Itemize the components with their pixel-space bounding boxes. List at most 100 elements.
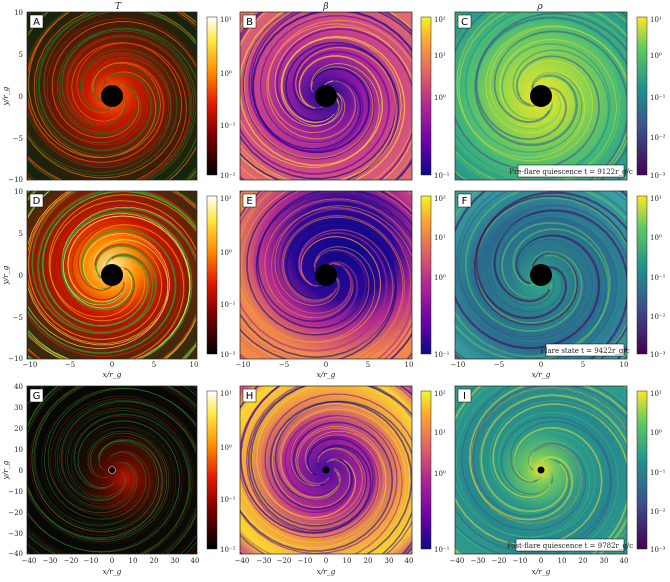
row2-ylabel: y/r_g bbox=[1, 265, 10, 285]
swirl-filament bbox=[240, 386, 394, 552]
colorbar-T-row1-tick-2: 10⁻¹ bbox=[220, 122, 236, 130]
row3-xtick-G-8: 40 bbox=[191, 557, 200, 565]
swirl-filament bbox=[458, 12, 627, 180]
row2-xtick-D-3: 5 bbox=[152, 361, 156, 369]
swirl-filament bbox=[257, 191, 412, 359]
row2-xtick-D-1: −5 bbox=[65, 361, 75, 369]
colorbar-T-row3-tick-1: 10⁰ bbox=[220, 444, 232, 452]
row2-xtick-E-3: 5 bbox=[366, 361, 370, 369]
swirl-filament bbox=[28, 400, 196, 554]
colorbar-beta-row1-tick-3: 10⁻¹ bbox=[434, 172, 450, 180]
swirl-filament bbox=[28, 191, 177, 354]
panel-C-density: C Pre-flare quiescence t = 9122r_g/c bbox=[454, 11, 633, 181]
row3-xtick-G-7: 30 bbox=[171, 557, 180, 565]
swirl-filament bbox=[28, 386, 192, 554]
swirl-filament bbox=[240, 44, 400, 180]
black-hole-E bbox=[315, 264, 337, 286]
swirl-filament bbox=[28, 386, 195, 554]
swirl-filament bbox=[240, 191, 406, 359]
swirl-filament bbox=[240, 407, 409, 554]
swirl-filament bbox=[28, 204, 196, 359]
row2-ytick-3: −5 bbox=[13, 314, 23, 322]
panel-I-letter-box bbox=[457, 388, 472, 403]
swirl-filament bbox=[243, 12, 412, 159]
colorbar-rho-row1-tick-1: 10⁰ bbox=[650, 52, 662, 60]
swirl-filament bbox=[455, 191, 621, 359]
colorbar-rho-row3-tick-4: 10⁻³ bbox=[650, 546, 666, 554]
panel-D-temperature: D bbox=[26, 190, 198, 360]
panel-G-letter: G bbox=[33, 391, 41, 402]
row2-xtick-F-1: −5 bbox=[494, 361, 504, 369]
row3-xlabel-G: x/r_g bbox=[103, 567, 122, 576]
row2-xlabel-E: x/r_g bbox=[317, 370, 336, 379]
colorbar-T-row2: 10¹ 10⁰ 10⁻¹ 10⁻² bbox=[206, 195, 236, 359]
panel-C-letter-box bbox=[457, 14, 472, 29]
row2-xlabel-F: x/r_g bbox=[532, 370, 551, 379]
panel-F-annotation: Flare state t = 9422r_g/c bbox=[540, 347, 629, 355]
colorbar-T-row3-tick-0: 10¹ bbox=[220, 390, 232, 398]
swirl-filament bbox=[250, 386, 412, 554]
row3-ytick-6: −20 bbox=[8, 509, 23, 517]
swirl-filament bbox=[29, 386, 196, 554]
panel-A-letter: A bbox=[33, 17, 40, 28]
panel-E-beta: E bbox=[239, 190, 413, 360]
swirl-filament bbox=[28, 206, 196, 359]
swirl-filament bbox=[240, 12, 397, 180]
panel-D-letter-box bbox=[29, 193, 44, 208]
panel-D-letter: D bbox=[33, 196, 41, 207]
panel-H-structure bbox=[240, 386, 412, 554]
swirl-filament bbox=[240, 386, 412, 540]
colorbar-T-row3-tick-3: 10⁻² bbox=[220, 546, 236, 554]
panel-B-letter-box bbox=[242, 14, 257, 29]
swirl-filament bbox=[240, 416, 402, 554]
swirl-filament bbox=[48, 194, 196, 359]
swirl-filament bbox=[28, 18, 196, 180]
swirl-filament bbox=[28, 200, 196, 359]
row1-ytick-0: 10 bbox=[14, 9, 23, 17]
panel-A-letter-box bbox=[29, 14, 44, 29]
row3-xtick-I-8: 40 bbox=[620, 557, 629, 565]
panel-F-annotation-box bbox=[545, 343, 625, 357]
colorbar-beta-row1-tick-2: 10⁰ bbox=[434, 94, 446, 102]
swirl-filament bbox=[240, 191, 404, 359]
panel-I-structure bbox=[455, 386, 627, 554]
swirl-filament bbox=[240, 400, 412, 554]
swirl-filament bbox=[455, 393, 627, 554]
panel-F-structure bbox=[455, 191, 627, 359]
colorbar-rho-row1-tick-0: 10¹ bbox=[650, 16, 662, 24]
swirl-filament bbox=[240, 191, 394, 359]
swirl-filament bbox=[28, 386, 180, 553]
swirl-filament bbox=[34, 386, 196, 526]
swirl-filament bbox=[37, 191, 196, 359]
colorbar-beta-row2-tick-0: 10² bbox=[434, 195, 446, 203]
colorbar-T-row1-tick-1: 10⁰ bbox=[220, 70, 232, 78]
row3-xtick-H-1: −30 bbox=[257, 557, 272, 565]
colorbar-T-row1-tick-0: 10¹ bbox=[220, 16, 232, 24]
swirl-filament bbox=[455, 387, 627, 554]
row1-ytick-1: 5 bbox=[19, 51, 23, 59]
swirl-filament bbox=[455, 209, 627, 359]
colorbar-rho-row2-tick-2: 10⁻¹ bbox=[650, 274, 666, 282]
panel-E-structure bbox=[240, 191, 412, 359]
colorbar-beta-row2-tick-3: 10⁻¹ bbox=[434, 351, 450, 359]
swirl-filament bbox=[33, 386, 196, 554]
panel-C-frame bbox=[454, 11, 628, 181]
swirl-filament bbox=[28, 12, 196, 166]
panel-G-frame bbox=[26, 385, 198, 555]
swirl-filament bbox=[250, 12, 412, 150]
swirl-filament bbox=[28, 12, 196, 158]
swirl-filament bbox=[31, 386, 196, 532]
black-hole-C bbox=[530, 85, 552, 107]
swirl-filament bbox=[240, 408, 407, 554]
swirl-filament bbox=[455, 12, 610, 180]
panel-I-density: I Post-flare quiescence t = 9782r_g/c bbox=[454, 385, 633, 555]
swirl-filament bbox=[240, 23, 412, 180]
swirl-filament bbox=[455, 386, 627, 554]
row3-xtick-H-4: 0 bbox=[324, 557, 328, 565]
colorbar-beta-row3-tick-1: 10¹ bbox=[434, 429, 446, 437]
row3-ytick-2: 20 bbox=[14, 425, 23, 433]
panel-A-streamlines bbox=[28, 12, 196, 180]
row3-xlabel-H: x/r_g bbox=[317, 567, 336, 576]
colorbar-beta-row2-tick-1: 10¹ bbox=[434, 234, 446, 242]
